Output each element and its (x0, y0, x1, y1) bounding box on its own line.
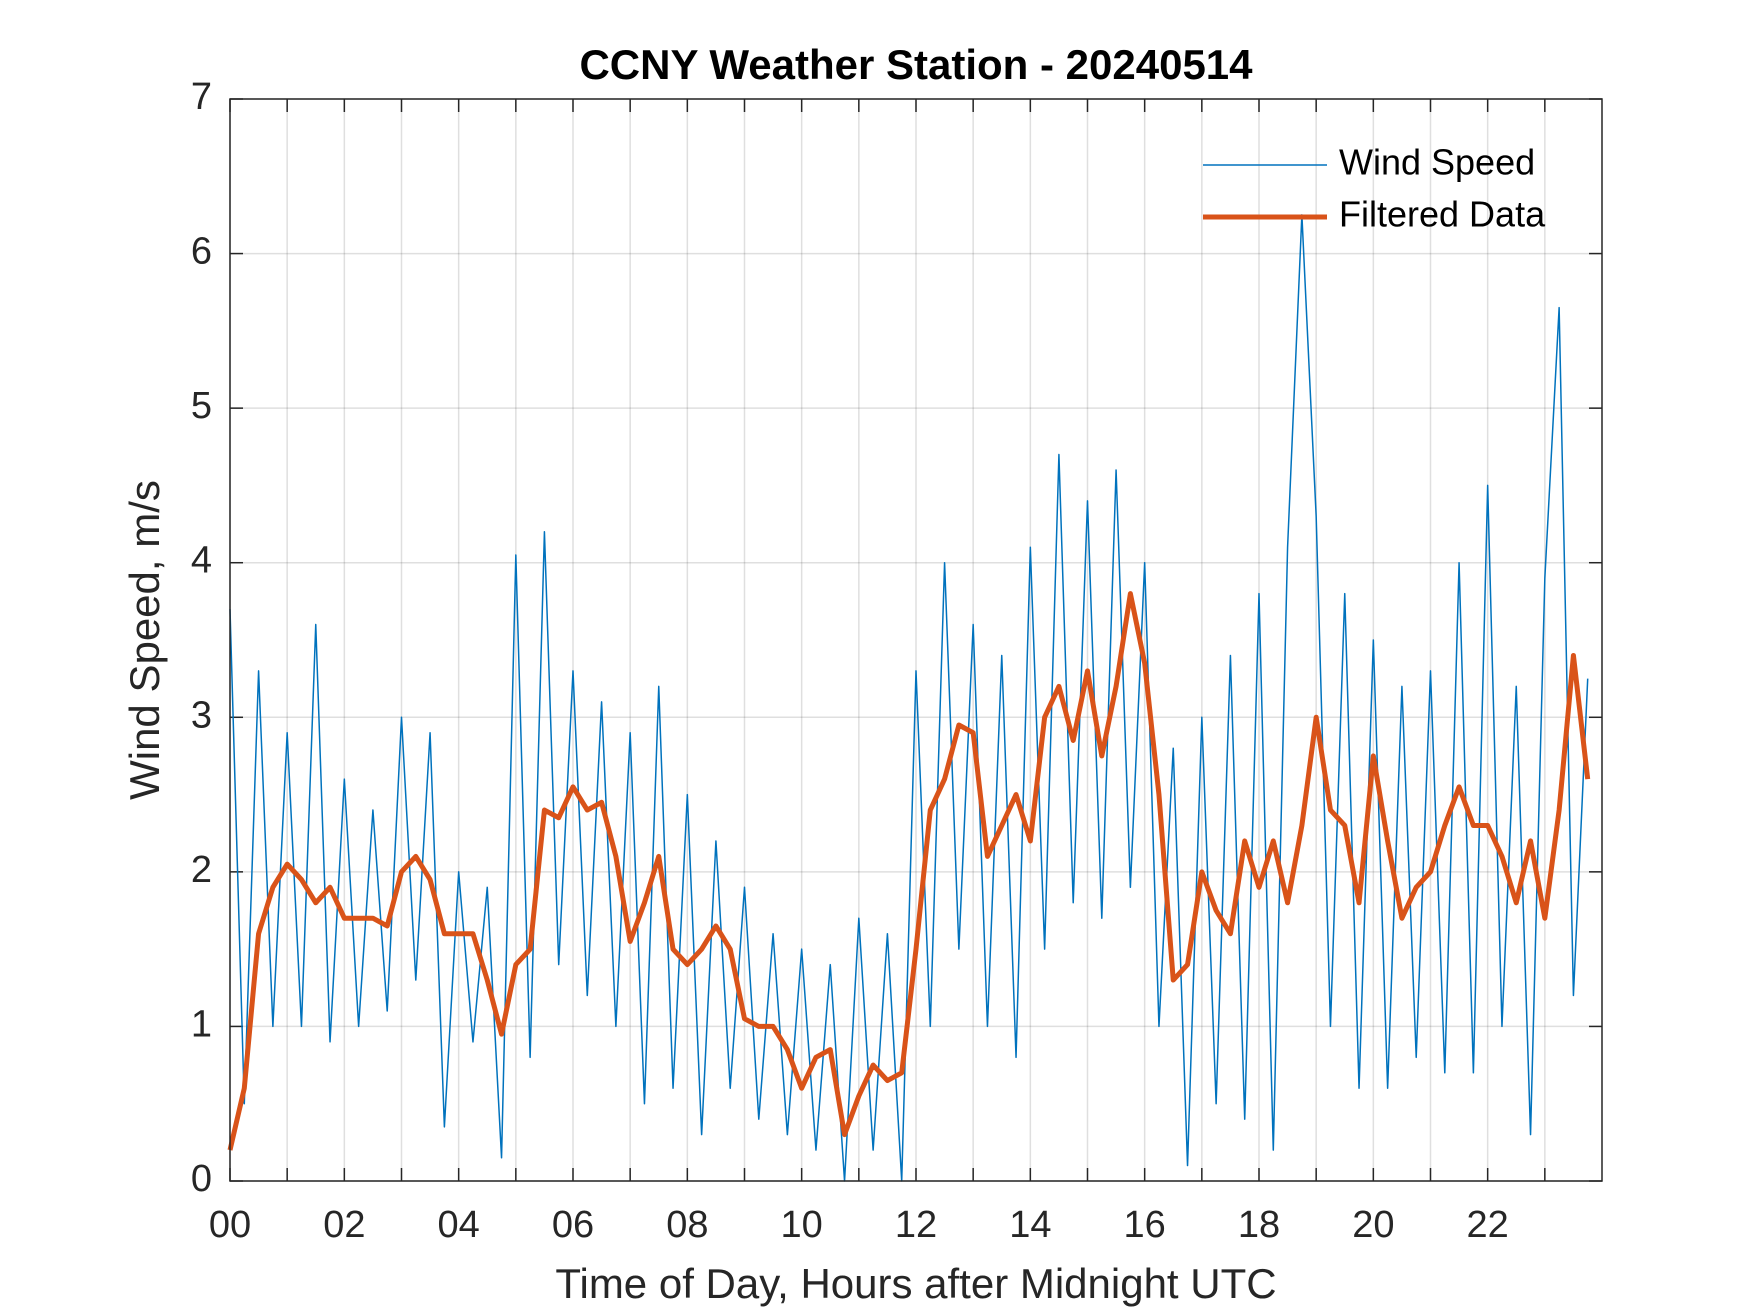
y-tick-label: 1 (191, 1003, 212, 1045)
y-tick-label: 7 (191, 76, 212, 118)
x-tick-label: 10 (781, 1204, 823, 1246)
y-tick-label: 0 (191, 1158, 212, 1200)
x-tick-label: 14 (1009, 1204, 1051, 1246)
data-line (227, 591, 1591, 1151)
y-tick-label: 2 (191, 849, 212, 891)
x-tick-label: 22 (1467, 1204, 1509, 1246)
legend-label: Wind Speed (1339, 142, 1535, 183)
y-tick-label: 3 (191, 694, 212, 736)
x-tick-label: 18 (1238, 1204, 1280, 1246)
x-tick-label: 20 (1352, 1204, 1394, 1246)
x-tick-label: 04 (438, 1204, 480, 1246)
plot-frame (229, 98, 1603, 1182)
y-tick-label: 6 (191, 231, 212, 273)
x-tick-label: 16 (1124, 1204, 1166, 1246)
x-tick-label: 06 (552, 1204, 594, 1246)
x-tick-label: 08 (666, 1204, 708, 1246)
legend-label: Filtered Data (1339, 194, 1546, 235)
x-tick-label: 00 (209, 1204, 251, 1246)
x-tick-label: 12 (895, 1204, 937, 1246)
data-line (229, 214, 1589, 1182)
y-tick-label: 4 (191, 540, 212, 582)
x-axis-label: Time of Day, Hours after Midnight UTC (555, 1260, 1276, 1307)
y-tick-label: 5 (191, 385, 212, 427)
x-tick-label: 02 (323, 1204, 365, 1246)
y-axis-label: Wind Speed, m/s (121, 480, 168, 800)
chart-title: CCNY Weather Station - 20240514 (579, 41, 1253, 88)
